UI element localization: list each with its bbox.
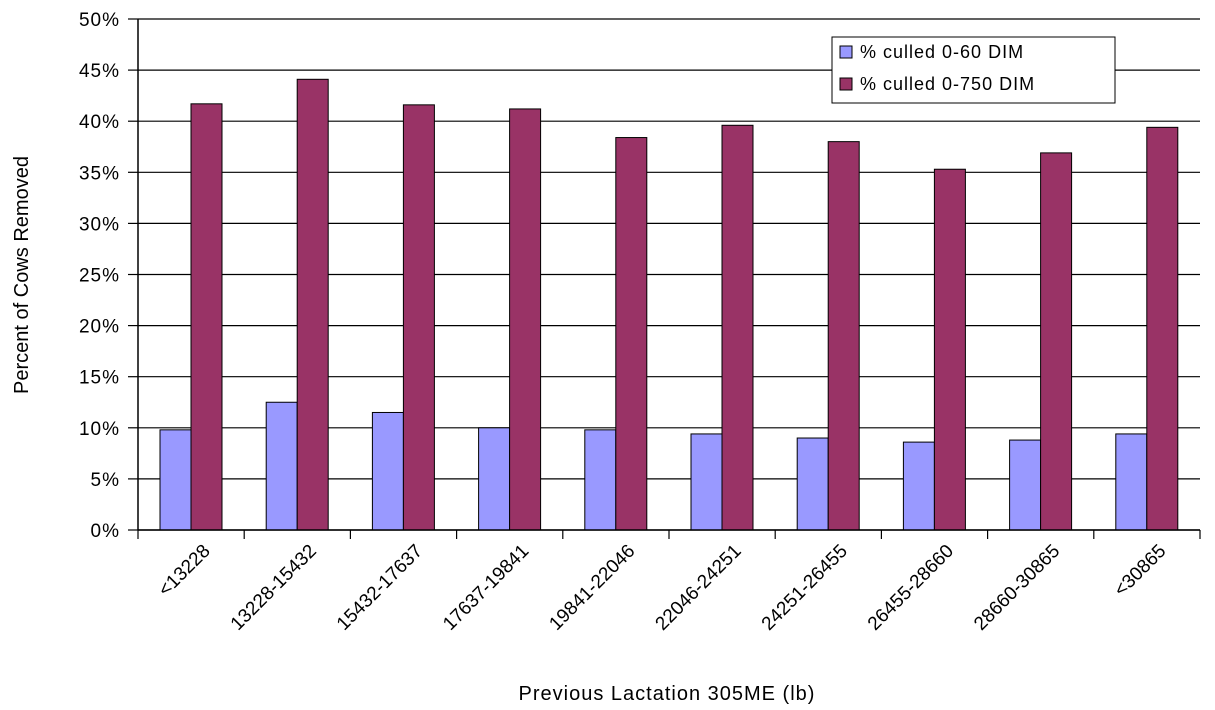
bar-series-2 <box>296 78 329 531</box>
y-tick-label: 25% <box>79 266 120 287</box>
bar-series-1 <box>1115 433 1148 531</box>
y-tick-label: 5% <box>91 470 120 491</box>
bar-series-1 <box>690 433 723 531</box>
y-tick-label: 30% <box>79 214 120 235</box>
x-tick-label: 19841-22046 <box>545 541 639 635</box>
bar-series-2 <box>721 124 754 531</box>
y-tick-label: 45% <box>79 61 120 82</box>
x-tick-label: 13228-15432 <box>227 541 321 635</box>
y-tick-labels: 0% 5% 10% 15% 20% 25% 30% 35% 40% 45% 50% <box>79 10 120 542</box>
x-tick-labels: <13228 13228-15432 15432-17637 17637-19841 1… <box>155 541 1171 635</box>
y-axis-title: Percent of Cows Removed <box>11 156 33 394</box>
legend-swatch-0-750-dim <box>839 77 853 91</box>
x-tick-label: 15432-17637 <box>333 541 427 635</box>
x-axis-title: Previous Lactation 305ME (lb) <box>519 683 816 705</box>
y-tick-label: 40% <box>79 112 120 133</box>
legend-box <box>831 36 1116 104</box>
bar-series-2 <box>827 141 860 531</box>
legend-swatch-0-60-dim <box>839 45 853 59</box>
bar-series-2 <box>190 103 223 531</box>
legend: % culled 0-60 DIM % culled 0-750 DIM <box>831 36 1116 104</box>
bar-series-2 <box>509 108 542 531</box>
y-tick-label: 0% <box>91 521 120 542</box>
x-tick-label: 17637-19841 <box>439 541 533 635</box>
bar-series-2 <box>402 104 435 531</box>
bar-series-1 <box>796 437 829 531</box>
x-tick-label: <30865 <box>1110 541 1170 601</box>
bar-series-1 <box>902 441 935 531</box>
bar-series-2 <box>1146 126 1179 531</box>
legend-label-0-750-dim: % culled 0-750 DIM <box>860 74 1035 94</box>
y-tick-label: 50% <box>79 10 120 31</box>
bars <box>159 78 1179 531</box>
bar-series-1 <box>371 411 404 531</box>
x-tick-label: 24251-26455 <box>758 541 852 635</box>
bar-series-1 <box>265 401 298 531</box>
legend-label-0-60-dim: % culled 0-60 DIM <box>860 42 1024 62</box>
y-tick-label: 10% <box>79 419 120 440</box>
x-tick-label: 26455-28660 <box>864 541 958 635</box>
x-tick-label: <13228 <box>155 541 215 601</box>
x-tick-label: 28660-30865 <box>970 541 1064 635</box>
y-tick-label: 15% <box>79 368 120 389</box>
y-tick-label: 20% <box>79 317 120 338</box>
bar-series-1 <box>159 429 192 531</box>
bar-series-1 <box>1009 439 1042 531</box>
y-tick-label: 35% <box>79 163 120 184</box>
bar-series-1 <box>584 429 617 531</box>
bar-series-2 <box>933 168 966 531</box>
bar-series-2 <box>615 137 648 531</box>
bar-series-1 <box>478 427 511 531</box>
bar-series-2 <box>1040 152 1073 531</box>
x-tick-label: 22046-24251 <box>652 541 746 635</box>
axes <box>128 18 1201 539</box>
